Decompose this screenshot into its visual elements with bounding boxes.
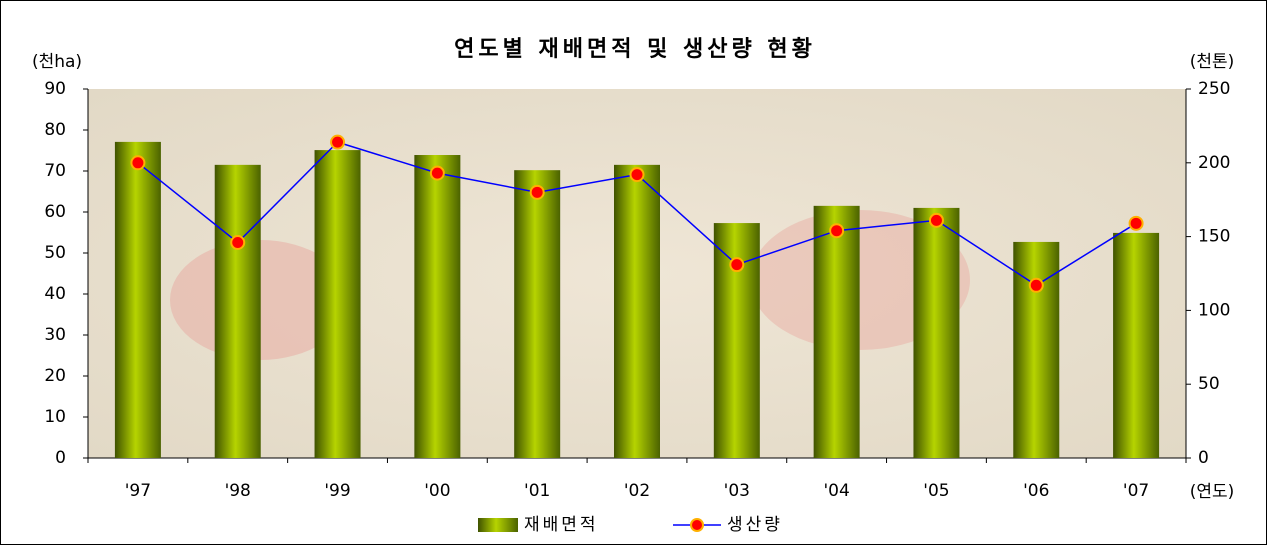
y-tick-label: 60 (44, 202, 66, 222)
x-tick-label: '07 (1123, 481, 1149, 501)
y2-tick-label: 50 (1198, 374, 1220, 394)
x-tick-label: '03 (724, 481, 750, 501)
x-tick-label: '98 (225, 481, 251, 501)
x-axis-label: (연도) (1190, 482, 1235, 502)
x-tick-label: '01 (524, 481, 550, 501)
bar (913, 207, 960, 458)
marker (1028, 277, 1044, 293)
marker (230, 235, 246, 251)
bar (813, 205, 860, 458)
y-tick-label: 40 (44, 284, 66, 304)
bar (414, 155, 461, 458)
marker (130, 155, 146, 171)
bar (1113, 232, 1160, 458)
legend-swatch (690, 518, 704, 532)
legend-label: 재배면적 (524, 515, 599, 535)
y2-tick-label: 200 (1198, 153, 1230, 173)
y-tick-label: 10 (44, 407, 66, 427)
bar (314, 150, 361, 458)
y-axis-label: (천ha) (32, 52, 82, 72)
x-tick-label: '04 (823, 481, 849, 501)
y-tick-label: 80 (44, 120, 66, 140)
x-tick-label: '05 (923, 481, 949, 501)
marker (529, 184, 545, 200)
y-tick-label: 70 (44, 161, 66, 181)
x-tick-label: '02 (624, 481, 650, 501)
y-tick-label: 90 (44, 79, 66, 99)
x-tick-label: '06 (1023, 481, 1049, 501)
bar (614, 164, 660, 458)
y2-tick-label: 150 (1198, 227, 1230, 247)
y2-tick-label: 250 (1198, 79, 1230, 99)
x-tick-label: '00 (424, 481, 450, 501)
x-tick-label: '99 (324, 481, 350, 501)
marker (629, 167, 645, 183)
y-tick-label: 0 (55, 448, 66, 468)
y-tick-label: 50 (44, 243, 66, 263)
legend-swatch (478, 518, 518, 532)
marker (429, 165, 445, 181)
y2-axis-label: (천톤) (1190, 52, 1235, 72)
marker (729, 257, 745, 273)
bar (214, 164, 261, 458)
chart-title: 연도별 재배면적 및 생산량 현황 (454, 37, 816, 62)
y-tick-label: 20 (44, 366, 66, 386)
y2-tick-label: 0 (1198, 448, 1209, 468)
marker (928, 212, 944, 228)
bar (114, 141, 161, 458)
x-tick-label: '97 (125, 481, 151, 501)
marker (330, 134, 346, 150)
y-tick-label: 30 (44, 325, 66, 345)
bar (514, 170, 561, 458)
y2-tick-label: 100 (1198, 300, 1230, 320)
marker (1128, 215, 1144, 231)
marker (829, 223, 845, 239)
legend-label: 생산량 (727, 515, 783, 535)
